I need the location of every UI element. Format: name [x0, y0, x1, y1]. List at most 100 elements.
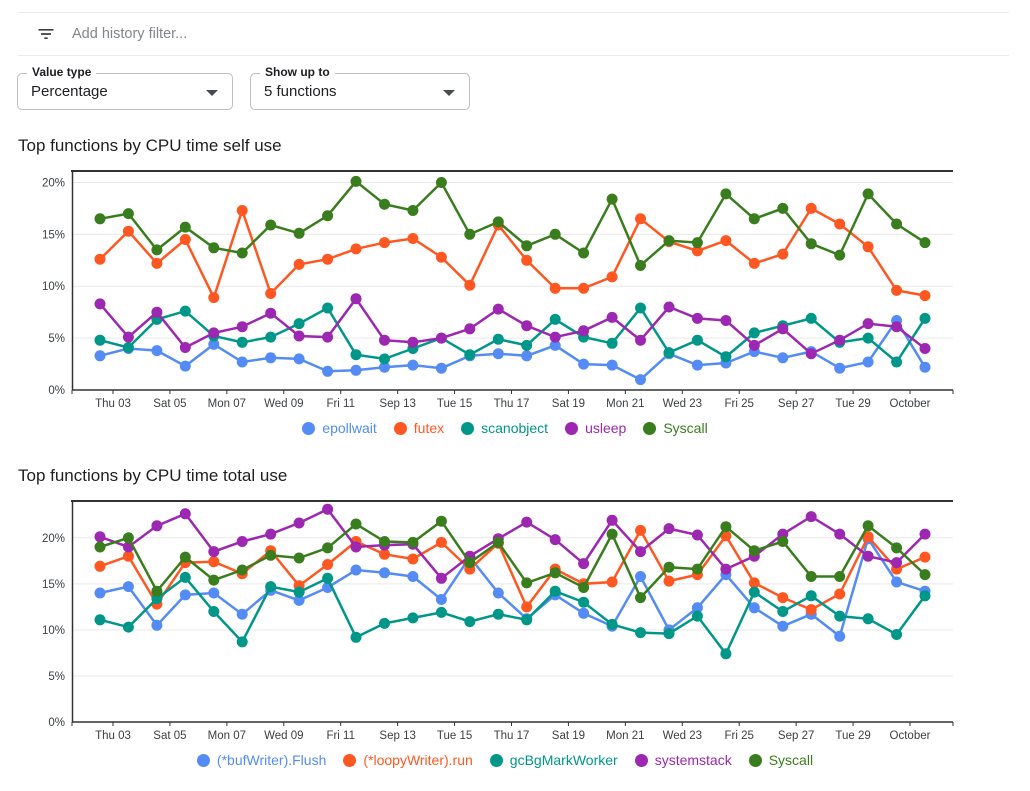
data-point[interactable]: [720, 563, 732, 575]
data-point[interactable]: [492, 303, 504, 315]
show-up-to-select[interactable]: Show up to 5 functions: [250, 65, 470, 110]
data-point[interactable]: [322, 365, 334, 377]
data-point[interactable]: [350, 293, 362, 305]
data-point[interactable]: [350, 364, 362, 376]
data-point[interactable]: [521, 254, 533, 266]
data-point[interactable]: [834, 249, 846, 261]
data-point[interactable]: [151, 585, 163, 597]
data-point[interactable]: [663, 523, 675, 535]
data-point[interactable]: [862, 318, 874, 330]
data-point[interactable]: [862, 241, 874, 253]
data-point[interactable]: [236, 636, 248, 648]
data-point[interactable]: [407, 233, 419, 244]
data-point[interactable]: [236, 247, 248, 259]
data-point[interactable]: [834, 528, 846, 540]
data-point[interactable]: [350, 518, 362, 530]
data-point[interactable]: [777, 323, 789, 335]
data-point[interactable]: [805, 348, 817, 360]
data-point[interactable]: [606, 618, 618, 630]
data-point[interactable]: [720, 351, 732, 363]
data-point[interactable]: [379, 353, 390, 365]
data-point[interactable]: [748, 586, 760, 598]
data-point[interactable]: [94, 253, 106, 265]
data-point[interactable]: [293, 552, 305, 564]
data-point[interactable]: [293, 227, 305, 239]
data-point[interactable]: [748, 545, 760, 557]
data-point[interactable]: [720, 521, 732, 533]
data-point[interactable]: [208, 546, 220, 558]
data-point[interactable]: [94, 560, 106, 572]
data-point[interactable]: [492, 348, 504, 360]
history-filter-input[interactable]: [72, 22, 972, 46]
data-point[interactable]: [94, 350, 106, 362]
data-point[interactable]: [805, 511, 817, 523]
data-point[interactable]: [464, 557, 476, 569]
data-point[interactable]: [691, 602, 703, 614]
data-point[interactable]: [435, 536, 447, 548]
data-point[interactable]: [435, 606, 447, 618]
data-point[interactable]: [691, 237, 703, 249]
data-point[interactable]: [122, 550, 134, 562]
data-point[interactable]: [862, 332, 874, 344]
data-point[interactable]: [635, 302, 646, 314]
data-point[interactable]: [891, 356, 903, 368]
data-point[interactable]: [407, 336, 419, 348]
data-point[interactable]: [122, 208, 134, 220]
data-point[interactable]: [549, 282, 561, 294]
data-point[interactable]: [179, 571, 191, 583]
data-point[interactable]: [549, 339, 561, 351]
data-point[interactable]: [407, 359, 419, 371]
data-point[interactable]: [236, 321, 248, 333]
data-point[interactable]: [521, 240, 533, 252]
data-point[interactable]: [862, 550, 874, 562]
data-point[interactable]: [862, 531, 874, 543]
data-point[interactable]: [435, 362, 447, 374]
data-point[interactable]: [94, 334, 106, 346]
data-point[interactable]: [379, 536, 390, 547]
data-point[interactable]: [805, 312, 817, 324]
data-point[interactable]: [578, 325, 590, 337]
data-point[interactable]: [919, 343, 931, 354]
data-point[interactable]: [635, 524, 646, 536]
data-point[interactable]: [834, 571, 846, 582]
data-point[interactable]: [691, 359, 703, 371]
data-point[interactable]: [919, 528, 931, 540]
data-point[interactable]: [293, 586, 305, 598]
data-point[interactable]: [265, 549, 277, 561]
data-point[interactable]: [322, 253, 334, 265]
data-point[interactable]: [122, 621, 134, 633]
data-point[interactable]: [122, 342, 134, 353]
data-point[interactable]: [891, 542, 903, 554]
data-point[interactable]: [236, 205, 248, 216]
data-point[interactable]: [435, 594, 447, 605]
data-point[interactable]: [407, 612, 419, 624]
data-point[interactable]: [379, 567, 390, 579]
data-point[interactable]: [891, 557, 903, 569]
data-point[interactable]: [492, 587, 504, 599]
data-point[interactable]: [322, 503, 334, 515]
data-point[interactable]: [265, 331, 277, 343]
data-point[interactable]: [179, 551, 191, 563]
data-point[interactable]: [179, 234, 191, 245]
data-point[interactable]: [151, 244, 163, 256]
data-point[interactable]: [464, 349, 476, 361]
data-point[interactable]: [293, 594, 305, 606]
data-point[interactable]: [379, 361, 390, 373]
data-point[interactable]: [322, 302, 334, 314]
data-point[interactable]: [663, 235, 675, 247]
data-point[interactable]: [635, 260, 646, 271]
data-point[interactable]: [322, 572, 334, 584]
data-point[interactable]: [179, 221, 191, 233]
data-point[interactable]: [265, 288, 277, 299]
data-point[interactable]: [407, 205, 419, 216]
data-point[interactable]: [521, 577, 533, 589]
data-point[interactable]: [208, 574, 220, 586]
data-point[interactable]: [208, 556, 220, 568]
data-point[interactable]: [805, 238, 817, 250]
data-point[interactable]: [379, 237, 390, 249]
data-point[interactable]: [748, 213, 760, 225]
data-point[interactable]: [151, 345, 163, 357]
data-point[interactable]: [293, 517, 305, 529]
data-point[interactable]: [322, 559, 334, 570]
data-point[interactable]: [919, 237, 931, 249]
